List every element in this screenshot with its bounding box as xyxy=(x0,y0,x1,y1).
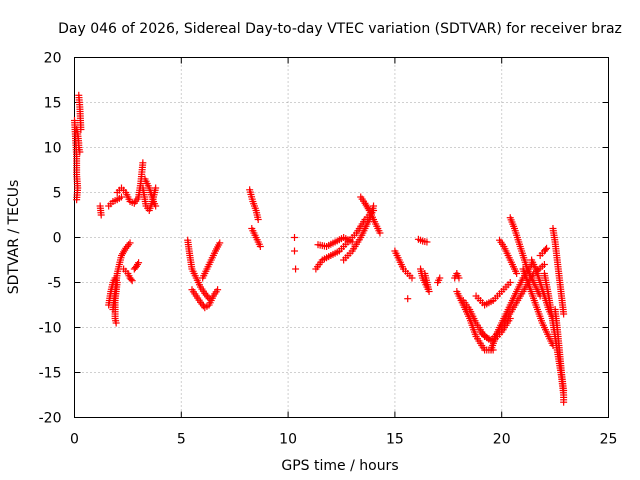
x-tick-labels: 0 5 10 15 20 25 xyxy=(70,432,617,448)
y-tick-label: -15 xyxy=(39,366,62,382)
data-point-plus xyxy=(560,398,568,406)
data-point-plus xyxy=(291,234,299,241)
data-point-plus xyxy=(128,277,136,285)
data-point-plus xyxy=(421,270,429,277)
data-point-plus xyxy=(404,295,412,303)
data-point-plus xyxy=(152,184,160,192)
data-point-plus xyxy=(73,196,81,204)
data-point-plus xyxy=(216,239,224,247)
x-tick-label: 15 xyxy=(386,432,404,448)
x-tick-label: 25 xyxy=(600,432,618,448)
data-point-plus xyxy=(117,193,125,201)
data-point-plus xyxy=(376,229,384,237)
y-tick-label: 0 xyxy=(53,231,62,247)
data-point-plus xyxy=(292,265,300,273)
data-point-plus xyxy=(506,279,514,286)
data-points xyxy=(71,91,568,406)
y-axis-label: SDTVAR / TECUs xyxy=(6,180,22,295)
y-tick-label: -20 xyxy=(39,411,62,427)
data-point-plus xyxy=(152,202,160,210)
y-tick-label: 20 xyxy=(44,51,62,67)
data-point-plus xyxy=(513,270,521,277)
data-point-plus xyxy=(436,274,444,282)
data-point-plus xyxy=(127,275,135,283)
data-point-plus xyxy=(423,238,431,246)
data-point-plus xyxy=(291,247,299,255)
data-point-plus xyxy=(560,310,568,318)
x-tick-label: 10 xyxy=(279,432,297,448)
data-point-plus xyxy=(97,211,105,219)
x-axis-label: GPS time / hours xyxy=(281,458,398,474)
data-point-plus xyxy=(77,126,85,133)
data-point-plus xyxy=(214,286,222,294)
axis-ticks xyxy=(74,57,609,418)
y-tick-label: -5 xyxy=(48,276,62,292)
chart-title: Day 046 of 2026, Sidereal Day-to-day VTE… xyxy=(58,21,622,37)
x-tick-label: 20 xyxy=(493,432,511,448)
data-point-plus xyxy=(540,261,548,268)
data-point-plus xyxy=(139,159,147,167)
data-point-plus xyxy=(455,274,463,282)
y-tick-label: 15 xyxy=(44,96,62,112)
data-point-plus xyxy=(112,319,120,327)
data-point-plus xyxy=(254,216,262,223)
data-point-plus xyxy=(126,239,134,247)
data-point-plus xyxy=(408,274,416,282)
data-point-plus xyxy=(541,246,549,254)
data-point-plus xyxy=(543,244,551,252)
data-point-plus xyxy=(560,387,568,394)
y-tick-label: 10 xyxy=(44,141,62,157)
y-tick-label: 5 xyxy=(53,186,62,202)
data-point-plus xyxy=(370,202,378,210)
data-point-plus xyxy=(135,259,143,267)
y-tick-labels: -20 -15 -10 -5 0 5 10 15 20 xyxy=(39,51,62,427)
x-tick-label: 5 xyxy=(177,432,186,448)
y-tick-label: -10 xyxy=(39,321,62,337)
data-point-plus xyxy=(76,148,84,156)
data-point-plus xyxy=(256,243,264,250)
x-tick-label: 0 xyxy=(70,432,79,448)
